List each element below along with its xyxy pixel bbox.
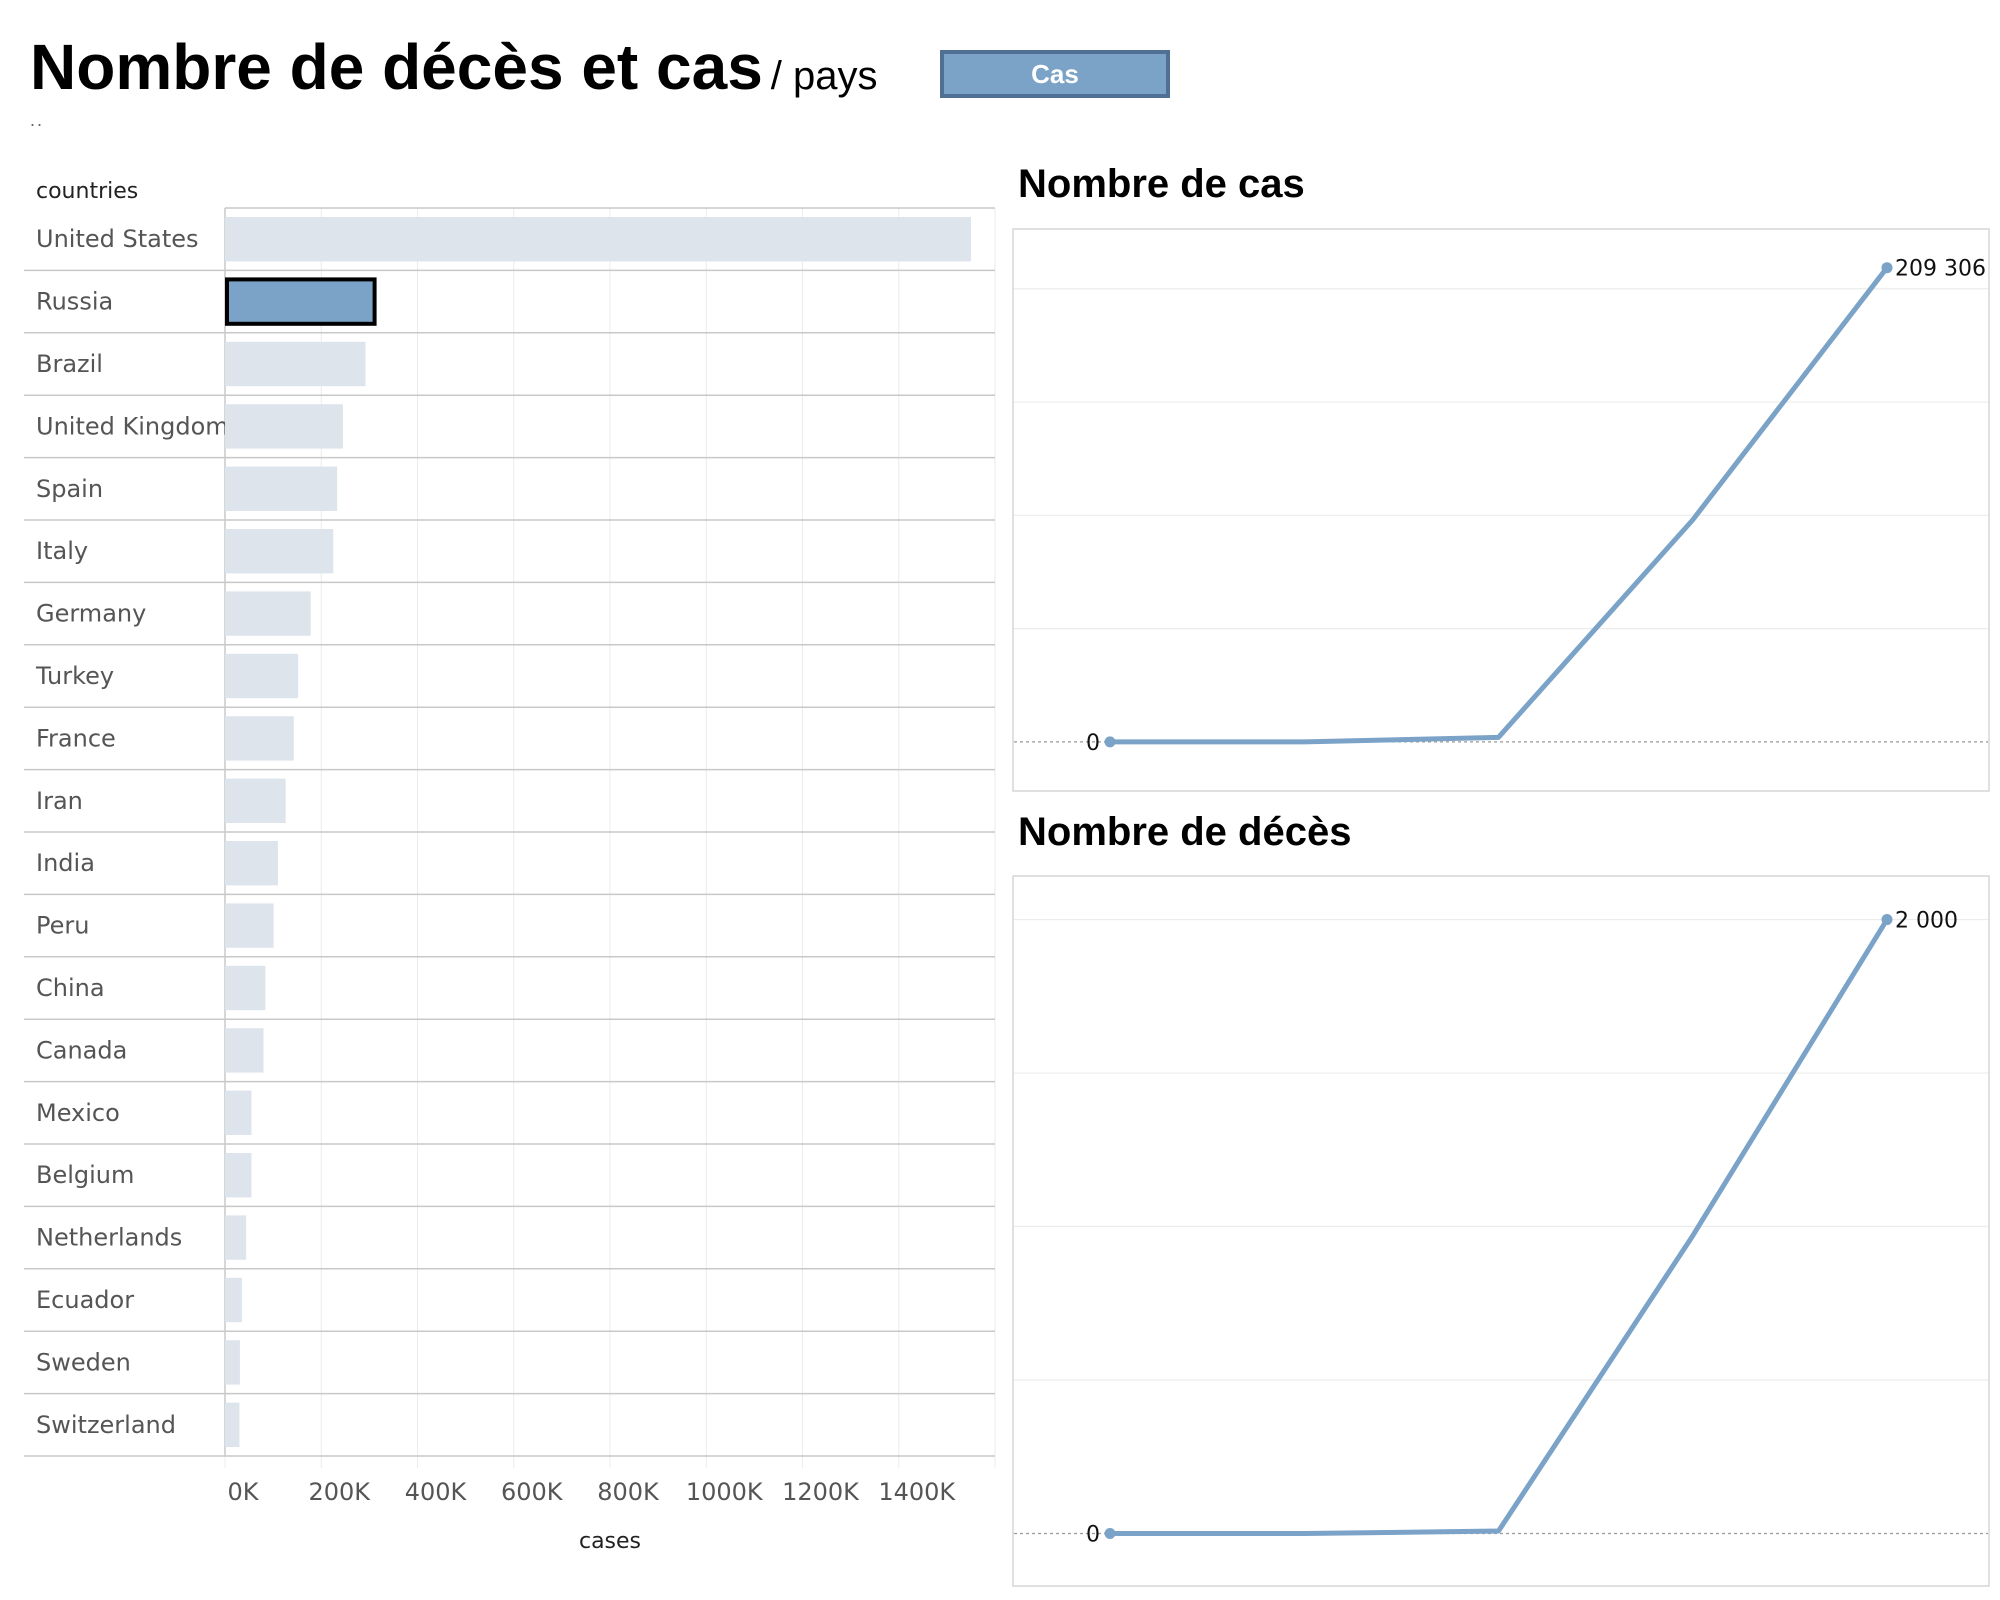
deaths-chart-title: Nombre de décès	[1018, 810, 1352, 854]
country-bar	[225, 1153, 252, 1198]
country-label: France	[36, 724, 116, 752]
x-tick-label: 1000K	[686, 1478, 764, 1506]
cases-by-country-bar-chart: countries United States Russia Brazil United…	[24, 179, 996, 1554]
x-tick-label: 0K	[227, 1478, 259, 1506]
data-point	[1881, 262, 1893, 274]
country-label: Mexico	[36, 1099, 120, 1127]
country-bar	[225, 965, 266, 1011]
country-bar	[225, 217, 971, 262]
plot-frame	[1012, 228, 1990, 792]
country-bar	[225, 1277, 242, 1323]
country-bar	[225, 1215, 247, 1260]
country-label: India	[36, 849, 95, 877]
country-label: Turkey	[35, 662, 114, 690]
x-tick-label: 800K	[597, 1478, 660, 1506]
country-bar	[225, 1028, 264, 1073]
cases-toggle-button[interactable]: Cas	[940, 50, 1170, 98]
country-bar	[225, 1402, 240, 1447]
series-line	[1107, 265, 1890, 745]
country-bar	[225, 841, 278, 886]
country-label: Peru	[36, 912, 89, 940]
page-subtitle: / pays	[770, 54, 878, 98]
data-point	[1881, 914, 1893, 926]
country-bar	[225, 466, 338, 511]
data-point	[1104, 1528, 1116, 1540]
cases-chart-title: Nombre de cas	[1018, 162, 1305, 206]
country-bar	[225, 653, 299, 699]
country-label: Ecuador	[36, 1286, 134, 1314]
x-tick-label: 400K	[405, 1478, 468, 1506]
country-label: Italy	[36, 537, 88, 565]
country-label: Germany	[36, 600, 146, 628]
country-bar	[225, 277, 377, 326]
page-title: Nombre de décès et cas / pays	[30, 30, 878, 104]
country-bar	[225, 1340, 240, 1385]
country-bar	[225, 529, 334, 574]
series-line	[1107, 917, 1890, 1537]
country-label: Iran	[36, 787, 83, 815]
data-label: 0	[1086, 731, 1100, 756]
data-label: 2 000	[1895, 909, 1958, 934]
plot-frame	[1012, 875, 1990, 1587]
country-label: China	[36, 974, 105, 1002]
data-label: 209 306	[1895, 257, 1986, 282]
country-bar	[225, 404, 343, 449]
page-title-text: Nombre de décès et cas	[30, 31, 763, 103]
data-point	[1104, 736, 1116, 748]
country-bar	[225, 716, 294, 761]
country-label: United States	[36, 225, 199, 253]
x-tick-label: 600K	[501, 1478, 564, 1506]
country-label: Belgium	[36, 1161, 134, 1189]
country-bar	[225, 1090, 252, 1135]
country-bar	[225, 341, 366, 387]
country-label: Spain	[36, 475, 103, 503]
dashboard-header: Nombre de décès et cas / pays Cas	[30, 24, 1430, 114]
country-label: Netherlands	[36, 1224, 182, 1252]
country-label: Russia	[36, 288, 113, 316]
country-label: Brazil	[36, 350, 103, 378]
country-label: Canada	[36, 1036, 127, 1064]
x-axis-label: cases	[579, 1529, 641, 1554]
country-label: Switzerland	[36, 1411, 176, 1439]
country-label: United Kingdom	[36, 412, 229, 440]
country-bar	[225, 903, 274, 948]
data-label: 0	[1086, 1523, 1100, 1548]
country-bar	[225, 778, 286, 823]
cases-line-chart: 0 209 306	[1012, 228, 1990, 792]
x-tick-label: 1200K	[782, 1478, 860, 1506]
x-tick-label: 1400K	[878, 1478, 956, 1506]
x-tick-label: 200K	[308, 1478, 371, 1506]
deaths-line-chart: 0 2 000	[1012, 875, 1990, 1587]
dots-indicator: ..	[30, 110, 45, 130]
country-label: Sweden	[36, 1348, 131, 1376]
category-header: countries	[36, 179, 138, 204]
country-bar	[225, 591, 311, 636]
